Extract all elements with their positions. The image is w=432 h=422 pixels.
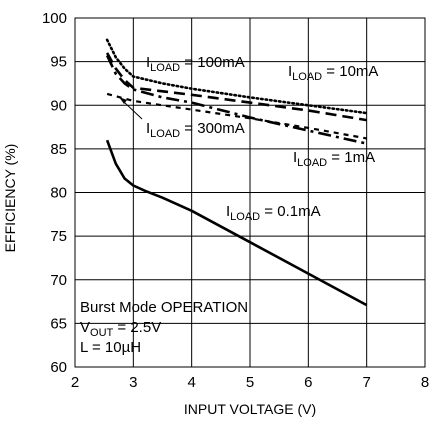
- tick-labels: 2 3 4 5 6 7 8 60 65 70 75 80 85 90 95 100: [42, 10, 429, 391]
- label-iload-300ma: ILOAD = 300mA: [146, 120, 245, 140]
- y-tick-label: 80: [50, 185, 67, 202]
- note-inductor: L = 10µH: [80, 339, 141, 356]
- y-tick-label: 95: [50, 54, 67, 71]
- x-tick-label: 2: [71, 374, 79, 391]
- x-tick-label: 8: [421, 374, 429, 391]
- x-tick-label: 4: [187, 374, 195, 391]
- y-tick-label: 85: [50, 141, 67, 158]
- annotation-arrow-300ma: [123, 101, 143, 120]
- x-tick-label: 5: [246, 374, 254, 391]
- x-axis-label: INPUT VOLTAGE (V): [184, 401, 316, 417]
- series-line: [105, 139, 368, 307]
- label-iload-1ma: ILOAD = 1mA: [293, 149, 375, 169]
- y-tick-label: 90: [50, 97, 67, 114]
- label-iload-0.1ma: ILOAD = 0.1mA: [226, 203, 321, 223]
- note-vout: VOUT = 2.5V: [80, 319, 161, 339]
- label-iload-100ma: ILOAD = 100mA: [146, 54, 245, 74]
- x-tick-label: 3: [129, 374, 137, 391]
- grid: [74, 17, 426, 368]
- y-tick-label: 100: [42, 10, 67, 27]
- x-tick-label: 7: [362, 374, 370, 391]
- series-line: [105, 52, 367, 122]
- y-tick-label: 60: [50, 359, 67, 376]
- y-tick-label: 65: [50, 315, 67, 332]
- y-axis-label: EFFICIENCY (%): [2, 144, 18, 253]
- label-iload-10ma: ILOAD = 10mA: [288, 63, 378, 83]
- x-tick-label: 6: [304, 374, 312, 391]
- series-line: [106, 92, 367, 140]
- note-burst-mode: Burst Mode OPERATION: [80, 299, 248, 316]
- series-line: [105, 38, 368, 115]
- series-lines: [105, 38, 368, 307]
- arrowhead-icon: [119, 97, 127, 104]
- y-tick-label: 75: [50, 228, 67, 245]
- y-tick-label: 70: [50, 272, 67, 289]
